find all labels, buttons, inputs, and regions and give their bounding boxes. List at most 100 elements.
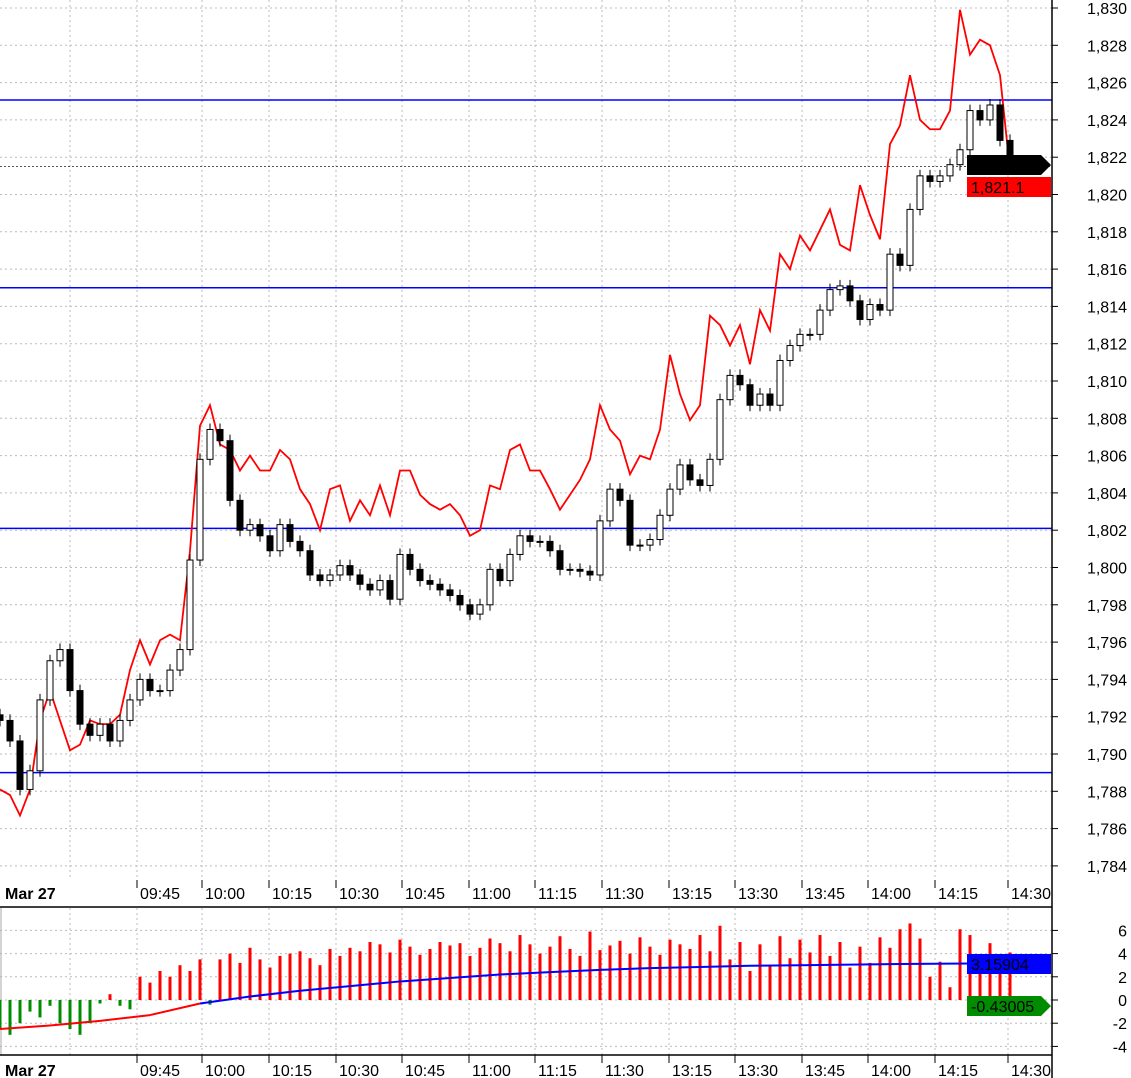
candle	[356, 574, 364, 585]
histogram-bar	[158, 971, 162, 1000]
candle	[386, 580, 394, 600]
histogram-bar	[518, 935, 522, 1000]
candle	[876, 304, 884, 311]
y-tick-label: -2	[1113, 1016, 1127, 1033]
candle	[526, 535, 534, 542]
candle	[0, 714, 4, 721]
candle	[66, 649, 74, 692]
candle	[626, 499, 634, 546]
candle	[466, 604, 474, 615]
candle	[656, 514, 664, 541]
x-tick-label: 11:30	[605, 1063, 644, 1078]
candle	[886, 253, 894, 311]
signal-line-segment	[49, 1019, 101, 1027]
histogram-bar	[98, 1000, 102, 1004]
candle	[736, 374, 744, 386]
histogram-bar	[858, 946, 862, 1000]
histogram-bar	[148, 982, 152, 1000]
candle	[326, 574, 334, 582]
histogram-bar	[998, 973, 1002, 1000]
x-tick-label: 11:00	[472, 1063, 511, 1078]
price-tag-bg	[967, 155, 1051, 175]
histogram-bar	[938, 961, 942, 1000]
candle	[486, 568, 494, 606]
candle	[546, 540, 554, 552]
histogram-bar	[58, 1000, 62, 1024]
last-price-tag: 1,821.53	[967, 155, 1051, 175]
x-tick-label: 09:45	[140, 1063, 180, 1078]
candle	[246, 524, 254, 531]
candle	[776, 359, 784, 406]
histogram-bar	[628, 953, 632, 1000]
histogram-bar	[178, 965, 182, 1000]
candle	[816, 309, 824, 335]
candle	[76, 690, 84, 725]
price-tag-text: 3.15904	[971, 957, 1029, 974]
histogram-bar	[848, 967, 852, 1000]
candle	[726, 374, 734, 401]
histogram-bar	[408, 946, 412, 1000]
price-tag-bg	[967, 177, 1051, 197]
candle	[196, 458, 204, 561]
candle	[126, 699, 134, 721]
y-tick-label: 1,798	[1087, 598, 1127, 615]
y-tick-label: 1,784	[1087, 859, 1127, 876]
candle	[796, 333, 804, 347]
histogram-bar	[398, 939, 402, 1000]
histogram-bar	[648, 946, 652, 1000]
signal-line-segment	[699, 964, 751, 968]
histogram-bar	[78, 1000, 82, 1035]
candle	[616, 488, 624, 501]
candle	[96, 723, 104, 736]
candle	[306, 550, 314, 576]
y-tick-label: 1,820	[1087, 188, 1127, 205]
candle	[916, 175, 924, 210]
x-tick-label: 13:15	[672, 886, 712, 903]
candle	[366, 583, 374, 591]
histogram-bar	[948, 987, 952, 1000]
histogram-bar	[878, 937, 882, 1000]
candle	[996, 104, 1004, 141]
histogram-bar	[668, 939, 672, 1000]
histogram-bar	[608, 945, 612, 1000]
histogram-bar	[548, 946, 552, 1000]
y-tick-label: 6	[1118, 923, 1127, 940]
candle	[116, 719, 124, 742]
candle	[766, 393, 774, 406]
candle	[906, 208, 914, 266]
histogram-bar	[378, 944, 382, 1000]
candle	[336, 565, 344, 576]
histogram-bar	[0, 1000, 2, 1029]
y-tick-label: 1,790	[1087, 747, 1127, 764]
histogram-bar	[478, 947, 482, 1000]
x-tick-label: 10:45	[405, 1063, 445, 1078]
histogram-bar	[298, 951, 302, 1000]
candle	[346, 565, 354, 576]
candle	[436, 583, 444, 591]
histogram-bar	[678, 944, 682, 1000]
y-tick-label: 1,830	[1087, 1, 1127, 18]
histogram-bar	[1008, 952, 1012, 1000]
histogram-bar	[498, 943, 502, 1000]
signal-line-segment	[449, 973, 501, 979]
histogram-bar	[138, 976, 142, 1000]
signal-line-segment	[99, 1014, 151, 1022]
candle	[226, 440, 234, 501]
x-tick-label: 11:15	[538, 1063, 577, 1078]
price-tag-text: 1,821.53	[971, 158, 1033, 175]
candle	[596, 520, 604, 576]
histogram-bar	[688, 948, 692, 1000]
candle	[756, 393, 764, 406]
date-label: Mar 27	[5, 1063, 56, 1078]
candle	[236, 499, 244, 531]
x-tick-label: 10:30	[339, 886, 379, 903]
x-tick-label: 10:30	[339, 1063, 379, 1078]
date-label: Mar 27	[5, 886, 56, 903]
candle	[866, 304, 874, 320]
candle	[986, 104, 994, 121]
signal-line-segment	[399, 976, 451, 983]
candle	[896, 253, 904, 266]
price-tag-text: -0.43005	[971, 999, 1034, 1016]
signal-line-segment	[649, 965, 701, 970]
